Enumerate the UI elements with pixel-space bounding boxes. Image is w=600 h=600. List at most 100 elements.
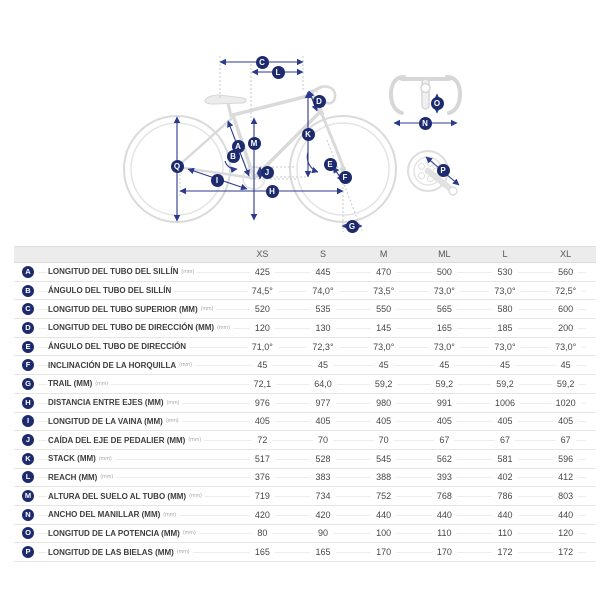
row-unit-suffix: (mm)	[200, 306, 217, 313]
row-letter-badge: K	[22, 452, 34, 465]
value-cell-xl: 560	[535, 266, 596, 277]
cell-value: 405	[553, 416, 579, 427]
cell-value: 600	[553, 304, 579, 315]
value-cell-xs: 72	[232, 435, 293, 446]
row-letter-badge: E	[22, 340, 34, 353]
table-row: C LONGITUD DEL TUBO SUPERIOR (MM) (mm) 520 5…	[14, 300, 596, 320]
table-corner	[14, 247, 232, 262]
value-cell-s: 445	[293, 266, 354, 277]
column-header-xl: XL	[560, 249, 572, 259]
value-cell-xs: 72,1	[232, 378, 293, 389]
cell-value: 59,2	[551, 378, 580, 389]
value-cell-l: 402	[475, 472, 536, 483]
cell-value: 80	[252, 528, 273, 539]
row-unit-suffix: (mm)	[182, 530, 199, 537]
diagram-badge-o: O	[430, 96, 444, 110]
value-cell-xl: 172	[535, 547, 596, 558]
row-label: LONGITUD DE LAS BIELAS (MM)	[47, 547, 177, 557]
value-cell-ml: 110	[414, 528, 475, 539]
row-letter-badge: A	[22, 265, 34, 278]
row-letter-badge: F	[22, 359, 34, 372]
cell-value: 172	[492, 547, 518, 558]
value-cell-l: 172	[475, 547, 536, 558]
cell-value: 110	[432, 528, 457, 539]
row-label: LONGITUD DEL TUBO SUPERIOR (MM)	[47, 304, 201, 314]
cell-value: 45	[434, 360, 455, 371]
cell-value: 185	[492, 322, 518, 333]
cell-value: 420	[249, 509, 275, 520]
row-label-cell: J CAÍDA DEL EJE DE PEDALIER (MM) (mm)	[14, 434, 232, 447]
value-cell-m: 145	[353, 322, 414, 333]
cell-value: 67	[555, 435, 576, 446]
row-label-cell: K STACK (MM) (mm)	[14, 452, 232, 465]
row-label: LONGITUD DE LA POTENCIA (MM)	[47, 528, 183, 538]
value-cell-s: 528	[293, 453, 354, 464]
row-letter-badge: O	[22, 527, 34, 540]
value-cell-s: 90	[293, 528, 354, 539]
row-unit-suffix: (mm)	[163, 511, 180, 518]
table-row: H DISTANCIA ENTRE EJES (MM) (mm) 976 977 980 9…	[14, 393, 596, 413]
cell-value: 405	[249, 416, 275, 427]
cell-value: 200	[553, 322, 579, 333]
cell-value: 120	[553, 528, 579, 539]
table-row: M ALTURA DEL SUELO AL TUBO (MM) (mm) 719 734…	[14, 487, 596, 506]
value-cell-ml: 991	[414, 397, 475, 408]
column-header-l: L	[502, 249, 508, 259]
row-unit-suffix: (mm)	[166, 399, 183, 406]
angle-arcs	[224, 151, 319, 174]
diagram-badge-f: F	[338, 170, 352, 184]
column-header-xs: XS	[256, 249, 269, 259]
cell-value: 545	[371, 453, 397, 464]
value-cell-xs: 376	[232, 472, 293, 483]
value-cell-xl: 73,0°	[535, 341, 596, 352]
row-unit-suffix: (mm)	[100, 474, 117, 481]
cell-value: 45	[252, 360, 273, 371]
table-row: F INCLINACIÓN DE LA HORQUILLA (mm) 45 45 45 45…	[14, 356, 596, 376]
bike-geometry-diagram	[123, 56, 463, 232]
row-letter-badge: G	[22, 377, 34, 390]
cell-value: 445	[310, 266, 336, 277]
cell-value: 72,5°	[550, 285, 582, 296]
value-cell-xl: 440	[535, 509, 596, 520]
cell-value: 425	[249, 266, 275, 277]
cell-value: 440	[371, 509, 397, 520]
value-cell-s: 734	[293, 491, 354, 502]
cell-value: 405	[371, 416, 397, 427]
cell-value: 73,5°	[368, 285, 400, 296]
value-cell-s: 45	[293, 360, 354, 371]
row-unit-suffix: (mm)	[95, 380, 112, 387]
row-letter-badge: D	[22, 321, 34, 334]
cell-value: 70	[373, 435, 394, 446]
cell-value: 596	[553, 453, 579, 464]
value-cell-ml: 440	[414, 509, 475, 520]
cell-value: 388	[371, 472, 397, 483]
cell-value: 59,2	[369, 378, 398, 389]
value-cell-xs: 425	[232, 266, 293, 277]
value-cell-l: 786	[475, 491, 536, 502]
value-cell-ml: 165	[414, 322, 475, 333]
cell-value: 786	[492, 491, 518, 502]
row-label: LONGITUD DE LA VAINA (MM)	[47, 416, 166, 426]
row-label: STACK (MM)	[47, 454, 99, 464]
value-cell-m: 388	[353, 472, 414, 483]
table-row: K STACK (MM) (mm) 517 528 545 562 581 596	[14, 449, 596, 469]
value-cell-xs: 165	[232, 547, 293, 558]
value-cell-m: 550	[353, 304, 414, 315]
row-label: REACH (MM)	[47, 472, 101, 482]
cell-value: 45	[494, 360, 515, 371]
value-cell-m: 405	[353, 416, 414, 427]
saddle	[204, 94, 247, 105]
row-unit-suffix: (mm)	[189, 493, 205, 500]
cell-value: 100	[371, 528, 397, 539]
value-cell-s: 64,0	[293, 378, 354, 389]
cell-value: 72,3°	[307, 341, 339, 352]
cell-value: 383	[310, 472, 336, 483]
value-cell-m: 100	[353, 528, 414, 539]
value-cell-l: 110	[475, 528, 536, 539]
value-cell-xs: 71,0°	[232, 341, 293, 352]
row-unit-suffix: (mm)	[188, 437, 205, 444]
value-cell-m: 470	[353, 266, 414, 277]
value-cell-xs: 976	[232, 397, 293, 408]
value-cell-l: 440	[475, 509, 536, 520]
value-cell-l: 580	[475, 304, 536, 315]
